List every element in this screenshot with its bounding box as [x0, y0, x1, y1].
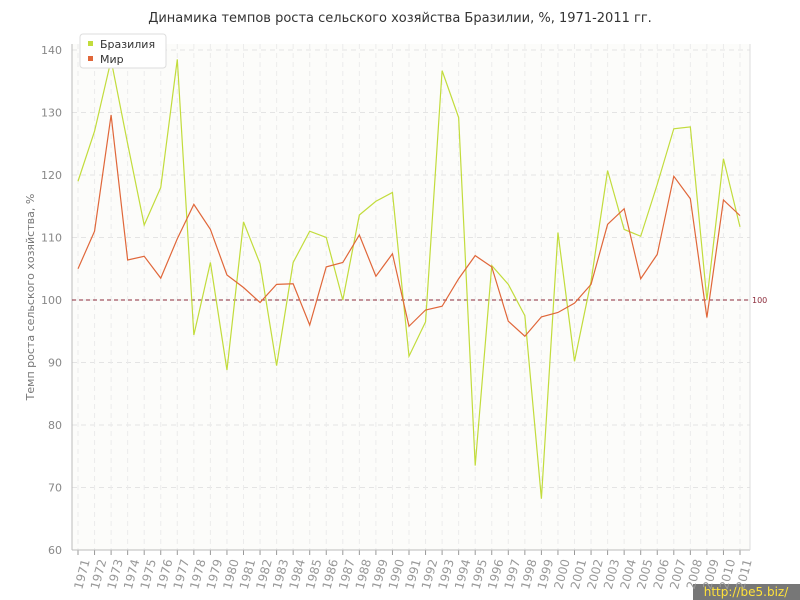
y-tick-label: 70	[48, 482, 62, 495]
y-tick-label: 80	[48, 419, 62, 432]
legend-swatch	[88, 41, 93, 46]
plot-area	[72, 44, 750, 550]
watermark-bg	[693, 584, 800, 600]
series-line	[77, 114, 741, 338]
y-axis-label: Темп роста сельского хозяйства, %	[24, 194, 37, 402]
legend-box	[79, 33, 167, 69]
y-tick-label: 90	[48, 357, 62, 370]
legend: Бразилия Мир	[79, 33, 167, 69]
chart-title: Динамика темпов роста сельского хозяйств…	[148, 11, 652, 26]
legend-label: Бразилия	[100, 38, 155, 51]
y-tick-label: 110	[41, 232, 62, 245]
y-tick-label: 140	[41, 44, 62, 57]
reference-label: 100	[752, 296, 767, 305]
legend-label: Мир	[100, 53, 124, 66]
y-tick-label: 100	[41, 294, 62, 307]
y-tick-label: 60	[48, 544, 62, 557]
y-tick-label: 120	[41, 169, 62, 182]
legend-swatch	[88, 56, 93, 61]
watermark: http://be5.biz/	[704, 585, 789, 599]
y-tick-label: 130	[41, 107, 62, 120]
